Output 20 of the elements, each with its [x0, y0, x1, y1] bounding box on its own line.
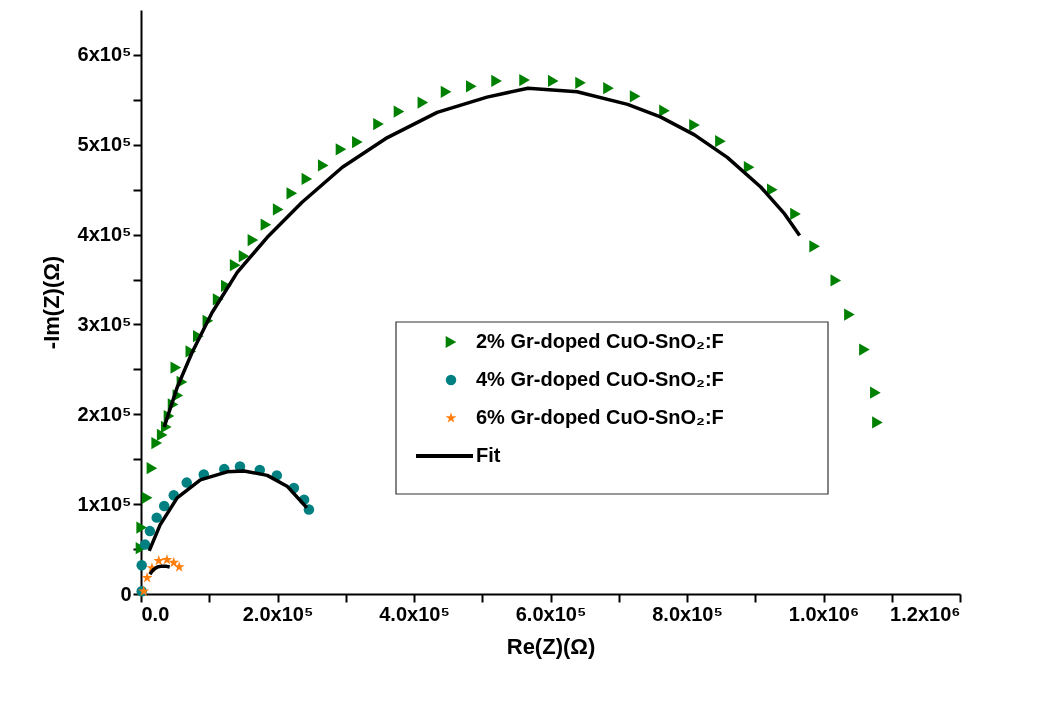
- legend-label: 4% Gr-doped CuO-SnO₂:F: [476, 368, 724, 390]
- y-tick-label: 3x10⁵: [77, 312, 132, 335]
- y-tick-label: 4x10⁵: [77, 223, 132, 246]
- x-tick-label: 1.2x10⁶: [890, 602, 961, 625]
- legend-label: 2% Gr-doped CuO-SnO₂:F: [476, 330, 724, 352]
- x-tick-label: 8.0x10⁵: [652, 602, 723, 625]
- x-tick-label: 6.0x10⁵: [515, 602, 587, 625]
- x-tick-label: 1.0x10⁶: [788, 602, 860, 625]
- x-tick-label: 4.0x10⁵: [379, 602, 450, 625]
- y-tick-label: 5x10⁵: [77, 133, 132, 156]
- y-tick-label: 6x10⁵: [77, 43, 132, 66]
- y-tick-label: 0: [120, 582, 132, 605]
- y-tick-label: 2x10⁵: [77, 402, 132, 425]
- x-tick-label: 2.0x10⁵: [242, 602, 314, 625]
- y-axis-title: -Im(Z)(Ω): [38, 255, 64, 350]
- legend-label: Fit: [476, 444, 501, 466]
- x-axis-title: Re(Z)(Ω): [506, 633, 596, 659]
- x-tick-label: 0.0: [141, 602, 170, 625]
- y-tick-label: 1x10⁵: [77, 492, 132, 515]
- legend-label: 6% Gr-doped CuO-SnO₂:F: [476, 406, 724, 428]
